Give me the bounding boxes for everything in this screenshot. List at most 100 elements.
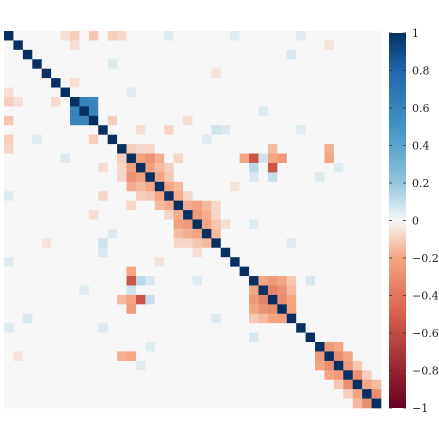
heatmap-cell [211, 191, 222, 201]
heatmap-cell [145, 219, 156, 230]
heatmap-cell [277, 351, 288, 362]
heatmap-cell [51, 257, 61, 267]
heatmap-cell [88, 191, 99, 201]
heatmap-cell [32, 59, 43, 70]
heatmap-cell [220, 210, 231, 220]
heatmap-cell [296, 210, 306, 220]
heatmap-cell [333, 115, 344, 126]
heatmap-cell [258, 379, 269, 390]
heatmap-cell [69, 144, 80, 154]
heatmap-cell [88, 257, 99, 267]
heatmap-cell [51, 332, 61, 343]
heatmap-cell [13, 40, 24, 51]
heatmap-cell [343, 238, 354, 249]
colorbar-tick-label: −0.8 [412, 365, 439, 378]
heatmap-cell [267, 228, 278, 239]
heatmap-cell [230, 370, 240, 381]
heatmap-cell [352, 379, 363, 390]
heatmap-cell [173, 238, 184, 249]
heatmap-cell [362, 106, 372, 117]
heatmap-cell [51, 49, 61, 60]
heatmap-cell [51, 389, 61, 399]
heatmap-cell [98, 294, 108, 305]
heatmap-cell [69, 285, 80, 296]
heatmap-cell [13, 313, 24, 324]
heatmap-cell [13, 285, 24, 296]
heatmap-cell [98, 96, 108, 107]
heatmap-cell [126, 219, 137, 230]
heatmap-cell [145, 125, 156, 135]
heatmap-cell [201, 370, 212, 381]
heatmap-cell [343, 360, 354, 371]
heatmap-cell [315, 228, 325, 239]
heatmap-cell [88, 294, 99, 305]
heatmap-cell [79, 313, 90, 324]
heatmap-cell [88, 31, 99, 41]
heatmap-cell [333, 323, 344, 333]
heatmap-cell [135, 68, 146, 79]
heatmap-cell [145, 200, 156, 211]
heatmap-cell [220, 370, 231, 381]
heatmap-cell [88, 134, 99, 145]
heatmap-cell [220, 219, 231, 230]
heatmap-cell [305, 106, 316, 117]
heatmap-cell [126, 125, 137, 135]
heatmap-cell [352, 294, 363, 305]
heatmap-cell [98, 238, 108, 249]
heatmap-cell [32, 115, 43, 126]
heatmap-cell [32, 360, 43, 371]
heatmap-cell [333, 247, 344, 258]
heatmap-cell [352, 68, 363, 79]
heatmap-cell [135, 153, 146, 164]
heatmap-cell [352, 238, 363, 249]
heatmap-cell [183, 360, 193, 371]
heatmap-cell [79, 144, 90, 154]
heatmap-cell [286, 96, 297, 107]
heatmap-cell [135, 360, 146, 371]
heatmap-cell [333, 153, 344, 164]
heatmap-cell [220, 313, 231, 324]
heatmap-cell [126, 115, 137, 126]
heatmap-cell [249, 266, 259, 277]
heatmap-cell [51, 351, 61, 362]
heatmap-cell [296, 162, 306, 173]
heatmap-cell [305, 115, 316, 126]
heatmap-cell [315, 276, 325, 286]
heatmap-cell [201, 210, 212, 220]
heatmap-cell [145, 370, 156, 381]
heatmap-cell [154, 294, 165, 305]
heatmap-cell [60, 238, 71, 249]
heatmap-cell [69, 68, 80, 79]
heatmap-cell [69, 96, 80, 107]
heatmap-cell [41, 31, 52, 41]
heatmap-cell [220, 162, 231, 173]
heatmap-cell [145, 351, 156, 362]
heatmap-cell [183, 191, 193, 201]
heatmap-cell [362, 323, 372, 333]
heatmap-cell [286, 370, 297, 381]
heatmap-cell [249, 125, 259, 135]
heatmap-cell [277, 96, 288, 107]
heatmap-cell [324, 304, 335, 315]
heatmap-cell [371, 294, 382, 305]
heatmap-cell [13, 351, 24, 362]
heatmap-cell [258, 323, 269, 333]
heatmap-cell [51, 115, 61, 126]
heatmap-cell [258, 257, 269, 267]
heatmap-cell [126, 40, 137, 51]
heatmap-cell [249, 210, 259, 220]
heatmap-cell [107, 238, 118, 249]
heatmap-cell [41, 125, 52, 135]
heatmap-cell [79, 351, 90, 362]
heatmap-cell [98, 370, 108, 381]
heatmap-cell [107, 332, 118, 343]
heatmap-cell [173, 153, 184, 164]
heatmap-cell [239, 49, 250, 60]
heatmap-cell [286, 153, 297, 164]
heatmap-cell [88, 398, 99, 409]
heatmap-cell [32, 181, 43, 192]
heatmap-cell [371, 304, 382, 315]
heatmap-cell [117, 304, 127, 315]
heatmap-cell [107, 191, 118, 201]
heatmap-cell [230, 228, 240, 239]
